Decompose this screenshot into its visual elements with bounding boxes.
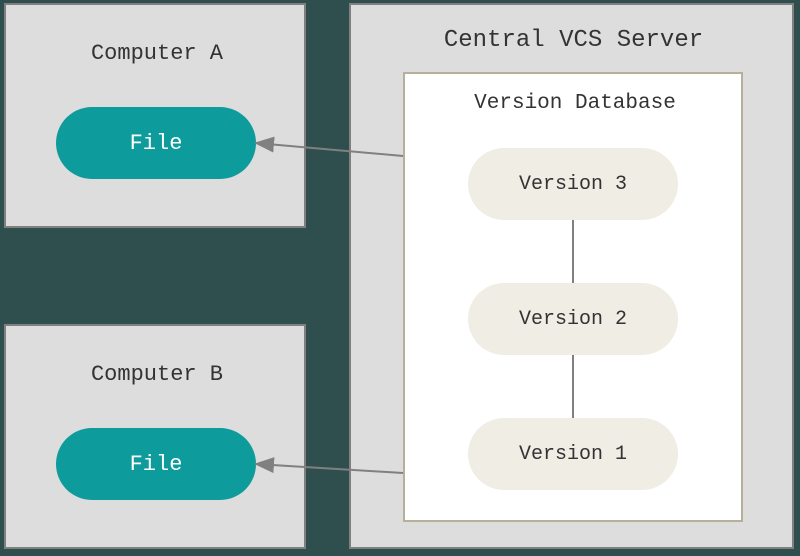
node-v1: Version 1 — [468, 418, 678, 490]
node-label-v1: Version 1 — [519, 443, 627, 466]
panel-title-computer_a: Computer A — [6, 41, 308, 66]
node-label-file_b: File — [130, 452, 183, 477]
node-file_a: File — [56, 107, 256, 179]
panel-title-computer_b: Computer B — [6, 362, 308, 387]
node-v2: Version 2 — [468, 283, 678, 355]
node-label-v2: Version 2 — [519, 308, 627, 331]
panel-title-server: Central VCS Server — [351, 27, 796, 54]
node-label-file_a: File — [130, 131, 183, 156]
node-label-v3: Version 3 — [519, 173, 627, 196]
node-file_b: File — [56, 428, 256, 500]
version-database-title: Version Database — [405, 92, 745, 115]
node-v3: Version 3 — [468, 148, 678, 220]
diagram-canvas: Computer A Computer B Central VCS Server Ve… — [0, 0, 800, 556]
